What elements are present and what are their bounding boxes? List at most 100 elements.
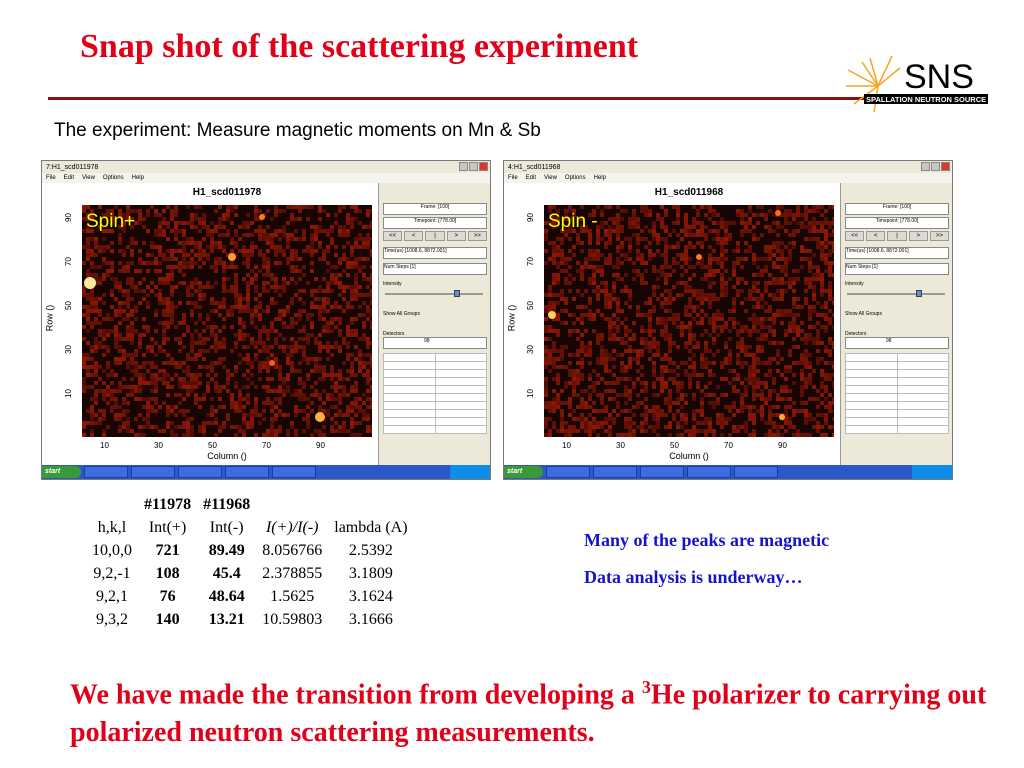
detectors-select[interactable]: 98 [845,337,949,349]
num-steps-field[interactable]: Num Steps [1] [845,263,949,275]
taskbar-item[interactable] [734,466,778,478]
logo-text: SNS [904,58,974,96]
header-cell: Int(-) [209,518,244,536]
pause-button[interactable]: | [425,231,445,241]
first-button[interactable]: << [383,231,403,241]
minimize-button[interactable] [921,162,930,171]
y-tick: 90 [63,213,73,222]
window-titlebar: 7:H1_scd011978 [42,161,490,173]
menu-help[interactable]: Help [131,175,144,181]
table-cell: 89.49 [208,541,245,559]
first-button[interactable]: << [845,231,865,241]
info-cell [845,417,898,426]
table-cell: 9,3,2 [96,610,128,628]
slider-knob[interactable] [916,290,922,297]
close-button[interactable] [941,162,950,171]
info-row [845,401,949,410]
prev-button[interactable]: < [866,231,886,241]
info-row [383,417,487,426]
y-tick: 10 [63,389,73,398]
taskbar-item[interactable] [272,466,316,478]
detectors-select[interactable]: 98 [383,337,487,349]
info-cell [896,425,949,434]
taskbar-item[interactable] [687,466,731,478]
x-axis-label: Column () [669,451,709,461]
intensity-label: Intensity [383,281,402,287]
next-button[interactable]: > [908,231,928,241]
conclusion-part2: He polarizer to carrying out polarized n… [70,679,987,749]
start-button[interactable]: start [42,466,81,478]
info-cell [434,377,487,386]
info-row [383,401,487,410]
menu-view[interactable]: View [82,175,95,181]
table-cell: 2.378855 [262,564,323,582]
timebin-field[interactable]: Time(us) [1008.6, 8872.001] [845,247,949,259]
y-tick: 70 [525,257,535,266]
info-cell [383,377,436,386]
info-row [383,425,487,434]
menu-edit[interactable]: Edit [63,175,75,181]
timebin-field[interactable]: Time(us) [1008.6, 8872.001] [383,247,487,259]
table-cell: 9,2,1 [96,587,128,605]
screenshot-spin-minus: 4:H1_scd011968 File Edit View Options He… [503,160,953,480]
conclusion-superscript: 3 [641,677,651,697]
last-button[interactable]: >> [467,231,488,241]
minimize-button[interactable] [459,162,468,171]
menu-edit[interactable]: Edit [525,175,537,181]
header-cell [86,493,138,516]
system-tray [912,465,952,479]
last-button[interactable]: >> [929,231,950,241]
taskbar-item[interactable] [593,466,637,478]
menu-options[interactable]: Options [102,175,124,181]
menu-file[interactable]: File [508,175,518,181]
system-tray [450,465,490,479]
taskbar-item[interactable] [640,466,684,478]
pause-button[interactable]: | [887,231,907,241]
num-steps-field[interactable]: Num Steps [1] [383,263,487,275]
control-panel: Frame: [100] Timepoint: [778.00] << < | … [378,183,490,465]
timepoint-field[interactable]: Timepoint: [778.00] [383,217,487,229]
taskbar-item[interactable] [178,466,222,478]
taskbar-item[interactable] [546,466,590,478]
timepoint-field[interactable]: Timepoint: [778.00] [845,217,949,229]
taskbar-item[interactable] [131,466,175,478]
taskbar-item[interactable] [225,466,269,478]
close-button[interactable] [479,162,488,171]
show-all-checkbox[interactable]: Show All Groups [383,311,420,317]
bragg-peak [259,214,265,220]
info-cell [896,361,949,370]
prev-button[interactable]: < [404,231,424,241]
table-row: 9,2,-1 108 45.4 2.378855 3.1809 [86,562,414,585]
next-button[interactable]: > [446,231,466,241]
table-cell: 76 [159,587,176,605]
maximize-button[interactable] [931,162,940,171]
menu-help[interactable]: Help [593,175,606,181]
info-cell [434,385,487,394]
detector-image [82,205,372,437]
intensity-slider[interactable] [847,290,945,297]
info-row [845,409,949,418]
frame-field[interactable]: Frame: [100] [383,203,487,215]
bragg-peak [315,412,325,422]
info-row [845,417,949,426]
slider-knob[interactable] [454,290,460,297]
menu-view[interactable]: View [544,175,557,181]
window-title: 7:H1_scd011978 [46,163,99,171]
x-tick: 10 [100,441,109,450]
info-row [845,385,949,394]
menu-options[interactable]: Options [564,175,586,181]
table-row: 10,0,0 721 89.49 8.056766 2.5392 [86,539,414,562]
info-cell [434,361,487,370]
show-all-checkbox[interactable]: Show All Groups [845,311,882,317]
frame-field[interactable]: Frame: [100] [845,203,949,215]
taskbar-item[interactable] [84,466,128,478]
intensity-slider[interactable] [385,290,483,297]
conclusion: We have made the transition from develop… [70,668,990,752]
start-button[interactable]: start [504,466,543,478]
bragg-peak [84,277,96,289]
y-tick: 90 [525,213,535,222]
info-cell [383,385,436,394]
maximize-button[interactable] [469,162,478,171]
x-tick: 30 [154,441,163,450]
menu-file[interactable]: File [46,175,56,181]
